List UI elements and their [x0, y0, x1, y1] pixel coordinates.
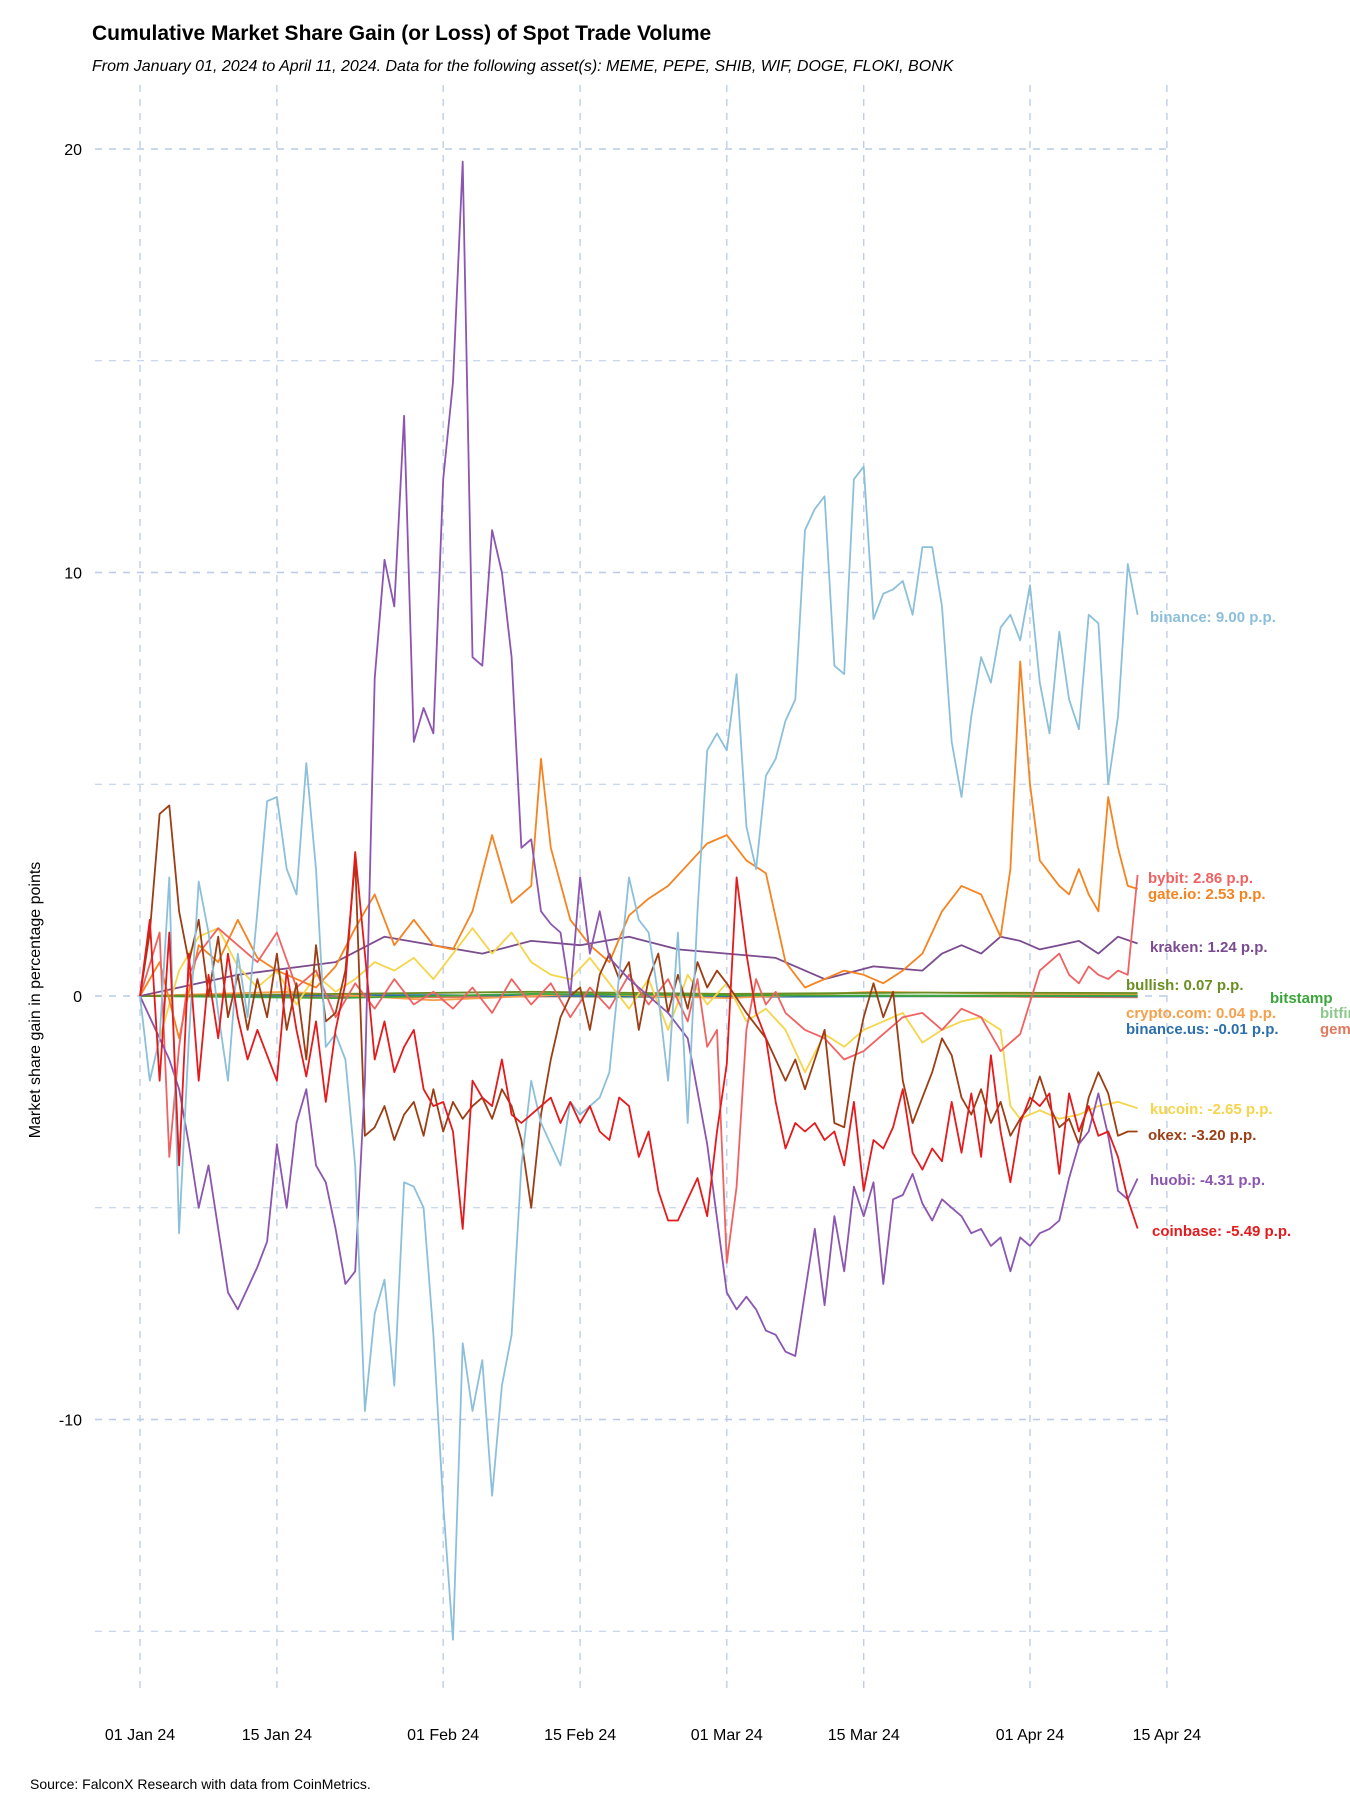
series-label-bybit: bybit: 2.86 p.p. — [1148, 870, 1253, 887]
series-label-okex: okex: -3.20 p.p. — [1148, 1127, 1256, 1144]
series-line-coinbase — [139, 851, 1139, 1230]
y-tick-label: 10 — [64, 566, 82, 583]
x-tick-label: 15 Apr 24 — [1133, 1727, 1202, 1744]
series-line-gate-io — [139, 660, 1138, 1040]
chart-subtitle: From January 01, 2024 to April 11, 2024.… — [92, 58, 954, 75]
series-label-bitstamp: bitstamp — [1270, 990, 1333, 1007]
series-line-binance — [139, 465, 1139, 1641]
series-label-gate-io: gate.io: 2.53 p.p. — [1148, 886, 1266, 903]
y-axis-label: Market share gain in percentage points — [27, 862, 44, 1139]
series-label-bitfinex: bitfin — [1320, 1005, 1350, 1022]
chart-title: Cumulative Market Share Gain (or Loss) o… — [92, 22, 712, 45]
series-label-huobi: huobi: -4.31 p.p. — [1150, 1172, 1265, 1189]
series-line-okex — [139, 804, 1138, 1209]
series-label-kucoin: kucoin: -2.65 p.p. — [1150, 1101, 1273, 1118]
series-label-gemini: gem — [1320, 1021, 1350, 1038]
x-tick-label: 01 Jan 24 — [105, 1727, 175, 1744]
series-lines — [139, 160, 1139, 1641]
series-label-crypto-com: crypto.com: 0.04 p.p. — [1126, 1005, 1276, 1022]
series-line-huobi — [139, 160, 1139, 1357]
series-line-bybit — [139, 874, 1139, 1264]
series-label-binance-us: binance.us: -0.01 p.p. — [1126, 1021, 1279, 1038]
y-tick-label: 0 — [73, 989, 82, 1006]
y-tick-label: 20 — [64, 142, 82, 159]
grid-lines — [95, 85, 1170, 1690]
series-label-binance: binance: 9.00 p.p. — [1150, 609, 1276, 626]
series-label-kraken: kraken: 1.24 p.p. — [1150, 939, 1268, 956]
series-label-coinbase: coinbase: -5.49 p.p. — [1152, 1223, 1291, 1240]
series-labels: binance: 9.00 p.p. bybit: 2.86 p.p.gate.i… — [1126, 609, 1350, 1240]
x-tick-label: 15 Feb 24 — [544, 1727, 616, 1744]
x-tick-label: 01 Feb 24 — [407, 1727, 479, 1744]
x-tick-label: 01 Apr 24 — [996, 1727, 1065, 1744]
series-line-bitstamp — [139, 993, 1138, 999]
x-tick-label: 15 Mar 24 — [828, 1727, 900, 1744]
series-label-bullish: bullish: 0.07 p.p. — [1126, 977, 1244, 994]
y-tick-label: -10 — [59, 1413, 82, 1430]
x-tick-label: 15 Jan 24 — [242, 1727, 312, 1744]
x-tick-label: 01 Mar 24 — [691, 1727, 763, 1744]
axes: 20 10 0 -10 01 Jan 24 15 Jan 24 01 Feb 24 15 Fe… — [59, 142, 1201, 1744]
source-note: Source: FalconX Research with data from … — [30, 1776, 371, 1792]
